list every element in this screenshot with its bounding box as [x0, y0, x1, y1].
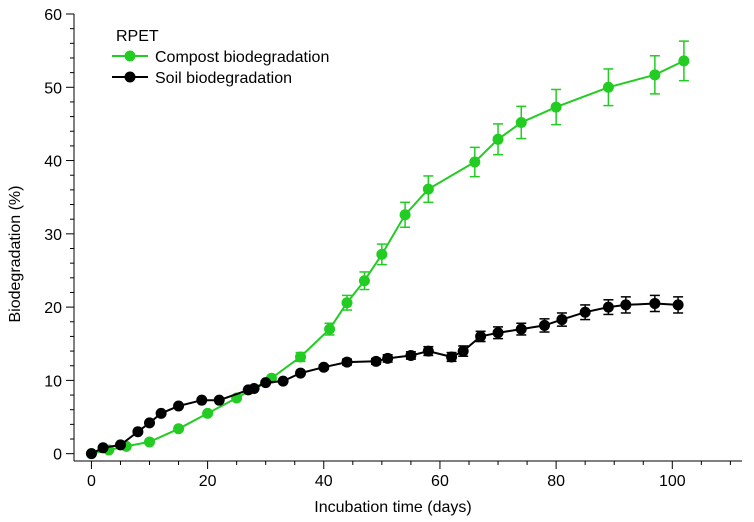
legend-label: Compost biodegradation [155, 49, 329, 66]
data-point [144, 436, 156, 448]
data-point [649, 297, 661, 309]
data-point [173, 423, 185, 435]
data-point [539, 319, 551, 331]
data-point [114, 439, 126, 451]
legend-label: Soil biodegradation [155, 70, 292, 87]
data-point [196, 394, 208, 406]
data-point [341, 297, 353, 309]
data-point [422, 345, 434, 357]
data-point [376, 248, 388, 260]
data-point [672, 299, 684, 311]
legend: RPET Compost biodegradation Soil biodegra… [112, 28, 329, 87]
data-point [132, 426, 144, 438]
data-point [324, 323, 336, 335]
data-point [602, 301, 614, 313]
x-tick-label: 60 [431, 473, 449, 490]
data-point [422, 183, 434, 195]
legend-marker [124, 50, 136, 62]
data-point [399, 209, 411, 221]
data-point [248, 382, 260, 394]
data-point [260, 377, 272, 389]
data-point [295, 367, 307, 379]
data-point [295, 351, 307, 363]
data-point [85, 448, 97, 460]
legend-marker [124, 71, 136, 83]
data-point [649, 69, 661, 81]
data-point [318, 361, 330, 373]
y-tick-label: 50 [44, 80, 62, 97]
legend-title: RPET [116, 28, 159, 45]
data-point [457, 345, 469, 357]
data-point [358, 275, 370, 287]
x-axis-title: Incubation time (days) [314, 499, 471, 516]
axes: 0 10 20 30 40 50 60 0 20 40 60 80 100 [44, 7, 742, 490]
y-tick-label: 40 [44, 154, 62, 171]
y-tick-label: 60 [44, 7, 62, 24]
data-point [173, 400, 185, 412]
x-tick-label: 80 [547, 473, 565, 490]
data-point [97, 442, 109, 454]
x-tick-label: 100 [659, 473, 686, 490]
y-tick-label: 10 [44, 373, 62, 390]
data-point [213, 394, 225, 406]
series-line [91, 59, 685, 455]
data-point [155, 407, 167, 419]
y-tick-label: 20 [44, 300, 62, 317]
y-tick-label: 30 [44, 227, 62, 244]
data-point [579, 306, 591, 318]
data-point [556, 314, 568, 326]
data-point [515, 116, 527, 128]
legend-entries: Compost biodegradation Soil biodegradatio… [112, 49, 329, 87]
y-tick-label: 0 [53, 447, 62, 464]
data-point [469, 156, 481, 168]
data-point [446, 351, 458, 363]
data-point [475, 330, 487, 342]
data-point [277, 375, 289, 387]
data-point [492, 327, 504, 339]
data-point [678, 55, 690, 67]
data-point [405, 349, 417, 361]
data-point [382, 352, 394, 364]
data-point [341, 356, 353, 368]
y-axis-title: Biodegradation (%) [7, 186, 24, 323]
data-point [515, 323, 527, 335]
series-compost [85, 40, 690, 460]
data-point [492, 133, 504, 145]
series-layer [85, 40, 690, 460]
x-tick-label: 0 [87, 473, 96, 490]
data-point [202, 407, 214, 419]
data-point [602, 81, 614, 93]
x-tick-label: 20 [199, 473, 217, 490]
x-tick-label: 40 [315, 473, 333, 490]
data-point [370, 355, 382, 367]
data-point [620, 299, 632, 311]
data-point [144, 417, 156, 429]
series-soil [85, 294, 684, 460]
data-point [550, 101, 562, 113]
